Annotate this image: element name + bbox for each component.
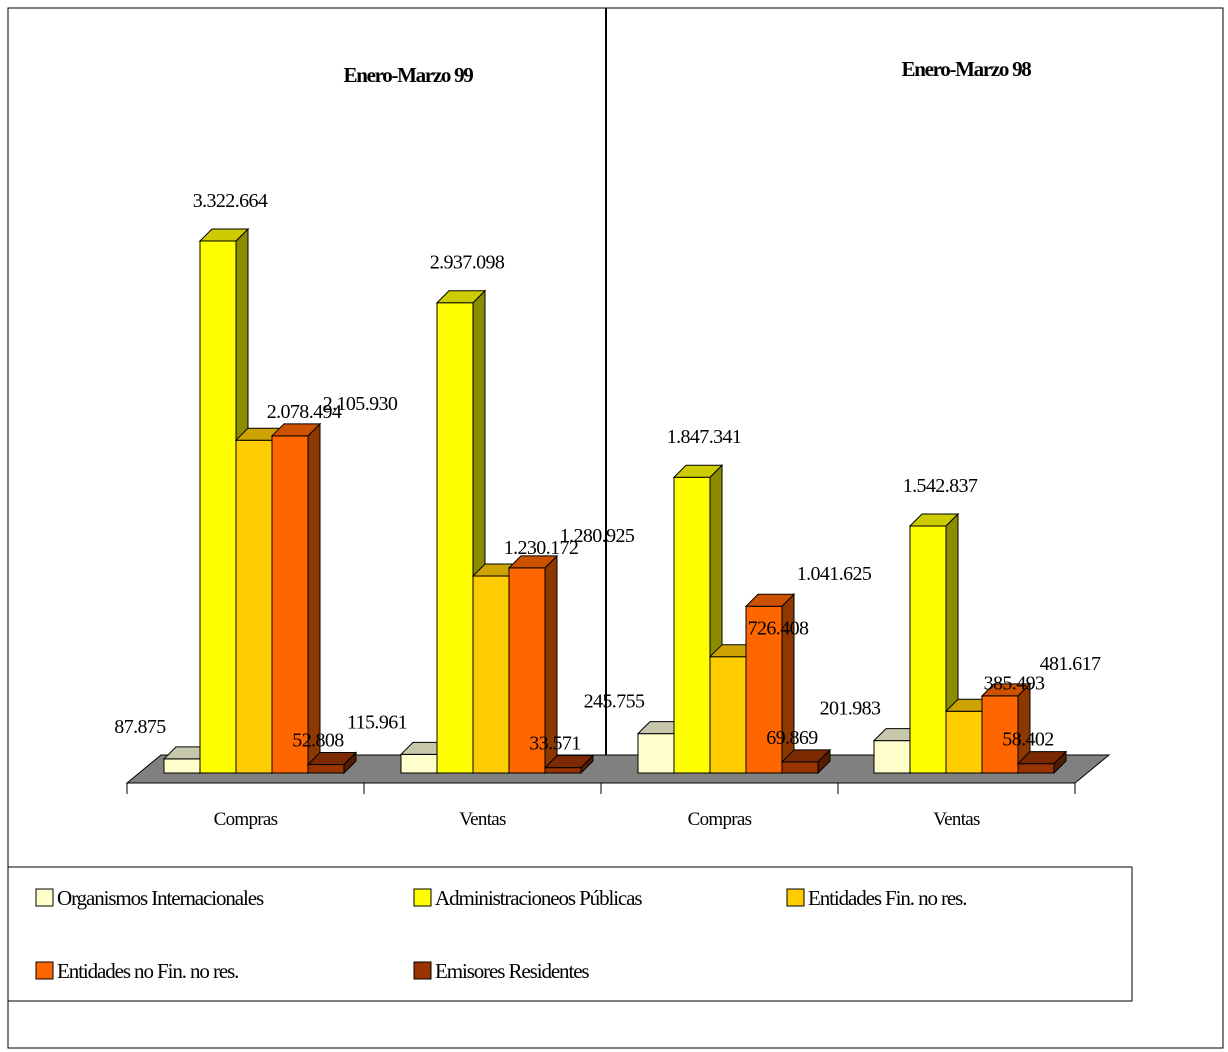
- data-label: 3.322.664: [193, 190, 268, 212]
- legend-label: Emisores Residentes: [435, 959, 589, 983]
- data-label: 1.542.837: [903, 475, 978, 497]
- bar-front: [673, 476, 711, 774]
- data-label: 1.041.625: [797, 563, 872, 585]
- legend-box: [7, 866, 1133, 1002]
- legend-swatch: [786, 888, 805, 907]
- data-label: 1.847.341: [667, 426, 742, 448]
- bar-top: [435, 290, 487, 304]
- legend-label: Administracioneos Públicas: [435, 886, 642, 910]
- bar-front: [945, 710, 983, 774]
- data-label: 52.808: [292, 730, 344, 752]
- bar-top: [1016, 751, 1068, 765]
- x-tick-label: Ventas: [459, 809, 506, 830]
- bar-top: [980, 683, 1032, 697]
- bar-top: [270, 423, 322, 437]
- bar-front: [271, 435, 309, 774]
- data-label: 245.755: [584, 691, 645, 713]
- bars: [162, 227, 1068, 775]
- bar-top: [306, 752, 358, 766]
- data-label: 2.078.494: [267, 401, 342, 423]
- legend-label: Entidades Fin. no res.: [808, 886, 966, 910]
- bar-front: [745, 605, 783, 774]
- bar-side: [307, 422, 321, 775]
- bar-front: [873, 740, 911, 774]
- data-label: 58.402: [1002, 729, 1053, 751]
- data-label: 481.617: [1040, 653, 1101, 675]
- bar-top: [672, 464, 724, 478]
- data-label: 726.408: [748, 618, 809, 640]
- bar-front: [544, 767, 582, 774]
- data-label: 87.875: [114, 716, 166, 738]
- x-tick-label: Compras: [214, 809, 278, 830]
- bar-front: [235, 439, 273, 774]
- legend-swatch: [413, 888, 432, 907]
- bar-top: [908, 513, 960, 527]
- legend-swatch: [35, 888, 54, 907]
- bar-front: [637, 733, 675, 774]
- data-label: 2.105.930: [323, 393, 398, 415]
- legend-label: Entidades no Fin. no res.: [57, 959, 238, 983]
- bar-top: [780, 749, 832, 763]
- bar-top: [543, 755, 595, 769]
- legend-label: Organismos Internacionales: [57, 886, 264, 910]
- data-label: 1.280.925: [560, 525, 635, 547]
- data-label: 33.571: [529, 733, 580, 755]
- bar-front: [472, 575, 510, 774]
- legend-swatch: [413, 961, 432, 980]
- data-labels: 87.8753.322.6642.078.4942.105.93052.8081…: [114, 190, 1101, 755]
- bar-front: [781, 761, 819, 774]
- bar-top: [198, 228, 250, 242]
- panel-title-2: Enero-Marzo 98: [902, 57, 1032, 81]
- x-axis-ticks: Compras Ventas Compras Ventas: [126, 783, 1076, 830]
- bar-front: [709, 656, 747, 774]
- bar-front: [307, 764, 345, 774]
- bar-front: [163, 758, 201, 774]
- data-label: 385.493: [984, 672, 1045, 694]
- data-label: 2.937.098: [430, 252, 505, 274]
- x-tick-label: Compras: [688, 809, 752, 830]
- data-label: 1.230.172: [504, 537, 579, 559]
- bar-front: [1017, 763, 1055, 774]
- data-label: 201.983: [820, 698, 881, 720]
- bar-front: [436, 302, 474, 774]
- data-label: 69.869: [766, 727, 818, 749]
- bar-top: [744, 593, 796, 607]
- legend-swatch: [35, 961, 54, 980]
- panel-title-1: Enero-Marzo 99: [344, 63, 474, 87]
- x-tick-label: Ventas: [933, 809, 980, 830]
- bar-front: [199, 240, 237, 774]
- bar-front: [400, 753, 438, 774]
- bar-top: [507, 555, 559, 569]
- bar-front: [508, 567, 546, 774]
- legend: Organismos Internacionales Administracion…: [35, 886, 967, 983]
- data-label: 115.961: [347, 711, 407, 733]
- bar-front: [909, 525, 947, 774]
